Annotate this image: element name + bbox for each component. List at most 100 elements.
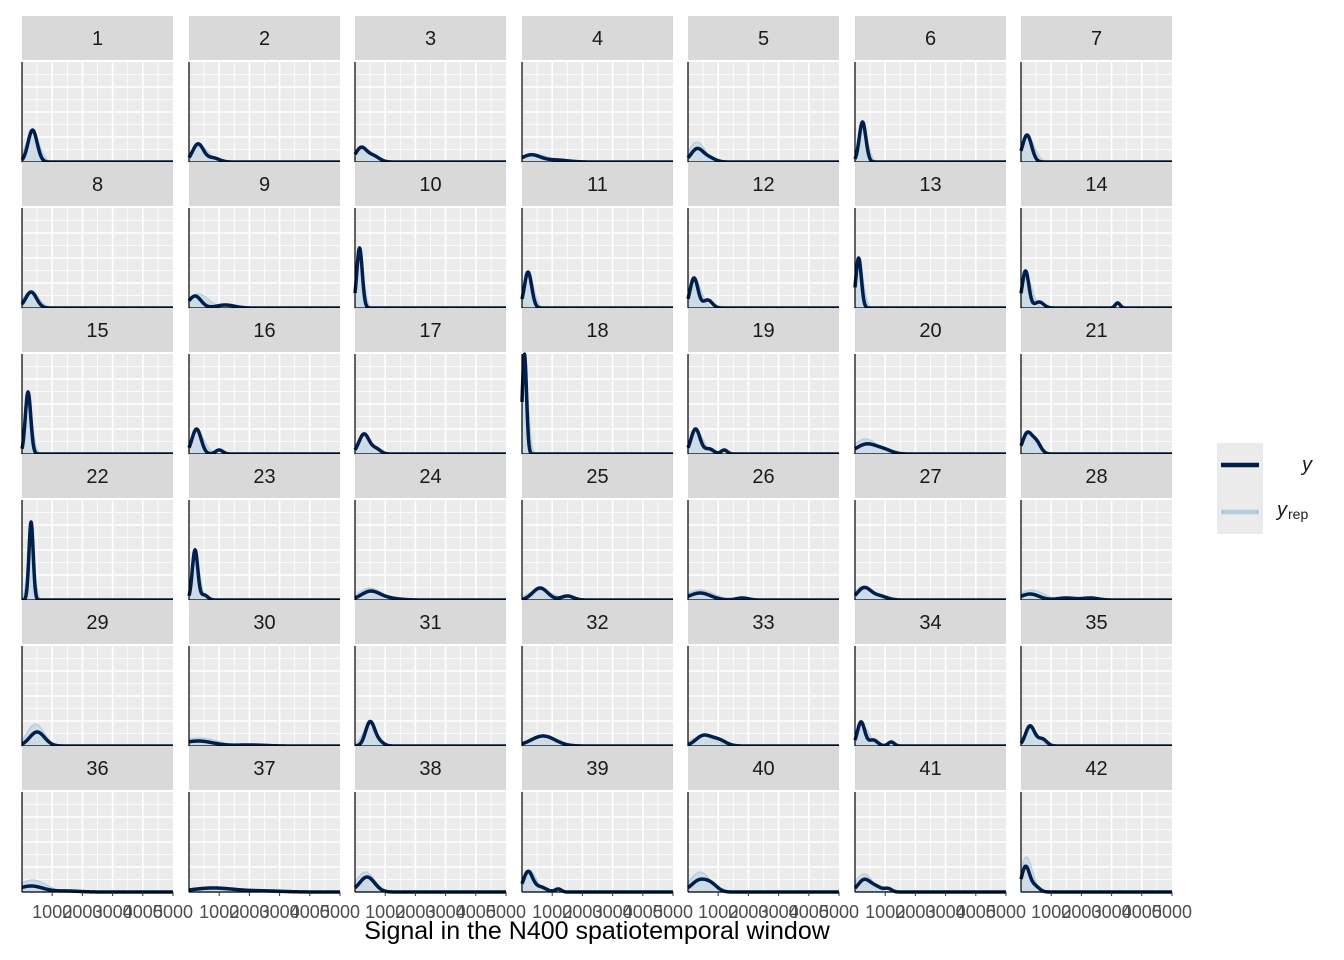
- facet-panel: 23: [187, 454, 342, 602]
- x-tick-label: 2000: [62, 902, 102, 922]
- x-tick-label: 1000: [199, 902, 239, 922]
- x-tick-label: 3000: [926, 902, 966, 922]
- facet-strip: [855, 746, 1006, 790]
- facet-panel: 20: [853, 308, 1008, 456]
- x-tick-label: 5000: [486, 902, 526, 922]
- facet-panel: 27: [853, 454, 1008, 602]
- facet-panel: 7: [1019, 16, 1174, 164]
- facet-strip-label: 24: [419, 466, 441, 488]
- facet-strip: [1021, 600, 1172, 644]
- facet-strip: [355, 600, 506, 644]
- legend-y-label: y: [1300, 454, 1313, 476]
- facet-strip-label: 42: [1085, 758, 1107, 780]
- facet-strip-label: 5: [758, 28, 769, 50]
- x-tick-label: 3000: [426, 902, 466, 922]
- facet-strip: [355, 16, 506, 60]
- facet-strip: [522, 162, 673, 206]
- facet-strip: [355, 162, 506, 206]
- x-tick-label: 2000: [728, 902, 768, 922]
- x-tick-label: 5000: [653, 902, 693, 922]
- x-tick-label: 5000: [819, 902, 859, 922]
- facet-strip: [522, 746, 673, 790]
- facet-strip: [22, 600, 173, 644]
- facet-strip-label: 11: [587, 174, 608, 196]
- x-tick-label: 2000: [1061, 902, 1101, 922]
- facet-panel: 21: [1019, 308, 1174, 456]
- facet-panel: 26: [686, 454, 841, 602]
- x-tick-label: 2000: [395, 902, 435, 922]
- facet-strip-label: 13: [919, 174, 941, 196]
- facet-strip: [688, 16, 839, 60]
- x-tick-label: 4000: [1122, 902, 1162, 922]
- facet-strip-label: 17: [419, 320, 441, 342]
- facet-panel: 14: [1019, 162, 1174, 310]
- facet-panel: 13: [853, 162, 1008, 310]
- facet-strip-label: 27: [919, 466, 941, 488]
- x-tick-label: 5000: [153, 902, 193, 922]
- facet-panel: 35: [1019, 600, 1174, 748]
- facet-strip-label: 19: [752, 320, 774, 342]
- facet-strip-label: 25: [586, 466, 608, 488]
- facet-strip: [855, 16, 1006, 60]
- x-tick-label: 5000: [986, 902, 1026, 922]
- facet-strip-label: 28: [1085, 466, 1107, 488]
- facet-strip-label: 31: [419, 612, 441, 634]
- facet-strip: [855, 308, 1006, 352]
- facet-panel: 18: [520, 308, 675, 456]
- x-tick-label: 2000: [562, 902, 602, 922]
- facet-panel: 4: [520, 16, 675, 164]
- x-tick-label: 1000: [32, 902, 72, 922]
- facet-strip: [189, 600, 340, 644]
- facet-strip-label: 18: [586, 320, 608, 342]
- facet-panel: 12: [686, 162, 841, 310]
- facet-strip: [522, 308, 673, 352]
- facet-strip-label: 20: [919, 320, 941, 342]
- x-tick-label: 4000: [623, 902, 663, 922]
- facet-panel: 11: [520, 162, 675, 310]
- facet-strip-label: 3: [425, 28, 436, 50]
- x-tick-label: 4000: [290, 902, 330, 922]
- facet-strip: [189, 16, 340, 60]
- x-tick-label: 3000: [93, 902, 133, 922]
- facet-strip-label: 4: [592, 28, 603, 50]
- facet-panel: 31: [353, 600, 508, 748]
- facet-strip-label: 10: [419, 174, 441, 196]
- facet-strip: [855, 162, 1006, 206]
- facet-strip-label: 26: [752, 466, 774, 488]
- facet-strip: [522, 600, 673, 644]
- facet-strip-label: 33: [752, 612, 774, 634]
- facet-strip: [22, 16, 173, 60]
- facet-strip: [522, 16, 673, 60]
- facet-strip-label: 6: [925, 28, 936, 50]
- x-tick-label: 5000: [1152, 902, 1192, 922]
- x-tick-label: 2000: [895, 902, 935, 922]
- x-tick-label: 3000: [593, 902, 633, 922]
- x-tick-label: 1000: [1031, 902, 1071, 922]
- x-tick-label: 3000: [759, 902, 799, 922]
- x-axis-title: Signal in the N400 spatiotemporal window: [364, 917, 830, 945]
- facet-strip: [22, 746, 173, 790]
- facet-strip-label: 40: [752, 758, 774, 780]
- facet-strip: [522, 454, 673, 498]
- facet-strip-label: 38: [419, 758, 441, 780]
- x-tick-label: 4000: [789, 902, 829, 922]
- facet-panel: 19: [686, 308, 841, 456]
- facet-strip-label: 22: [86, 466, 108, 488]
- facet-strip-label: 9: [259, 174, 270, 196]
- legend-yrep-subscript: rep: [1288, 506, 1308, 522]
- facet-strip: [855, 454, 1006, 498]
- facet-panel: 15: [20, 308, 175, 456]
- facet-strip: [1021, 746, 1172, 790]
- legend-key-background: [1217, 443, 1263, 534]
- facet-panel: 10: [353, 162, 508, 310]
- facet-panel: 28: [1019, 454, 1174, 602]
